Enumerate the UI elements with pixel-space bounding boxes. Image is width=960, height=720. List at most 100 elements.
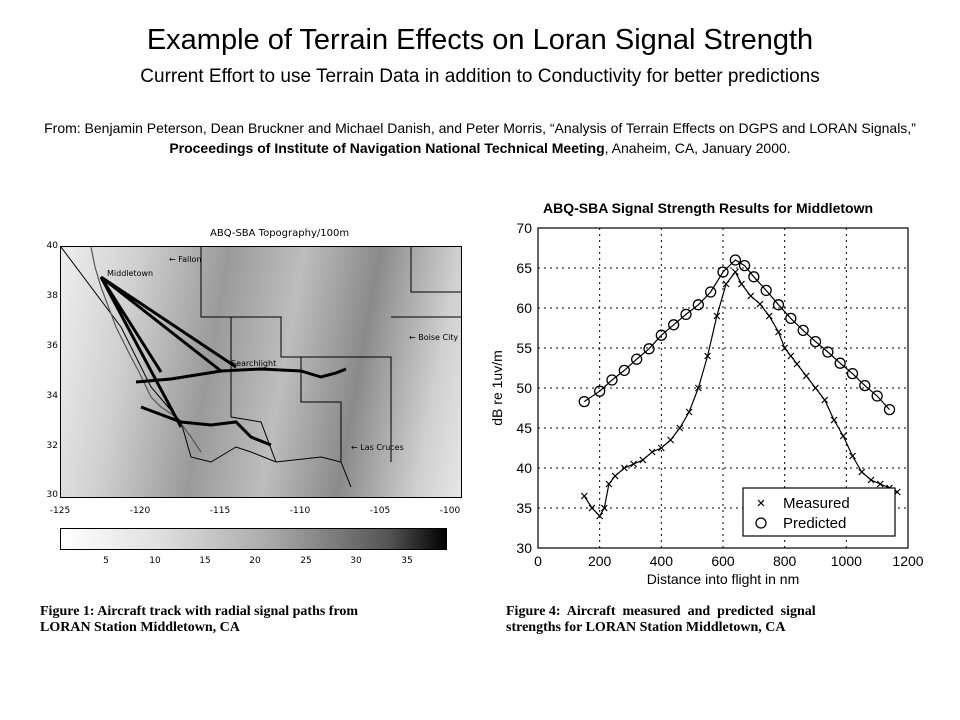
legend-label-predicted: Predicted xyxy=(783,515,846,532)
radial-paths xyxy=(99,275,237,428)
map-xtick: -105 xyxy=(369,506,391,516)
predicted-point xyxy=(594,385,606,397)
predicted-point xyxy=(822,346,834,358)
label-searchlight: Searchlight xyxy=(231,359,277,368)
slide-subtitle: Current Effort to use Terrain Data in ad… xyxy=(140,66,820,87)
legend-label-measured: Measured xyxy=(783,495,850,512)
predicted-point xyxy=(578,395,590,408)
predicted-point xyxy=(668,319,680,331)
map-title: ABQ-SBA Topography/100m xyxy=(210,228,350,239)
citation-suffix: , Anaheim, CA, January 2000. xyxy=(604,140,791,156)
measured-point xyxy=(839,432,847,440)
x-tick-label: 0 xyxy=(534,553,542,569)
map-ytick: 30 xyxy=(46,490,58,500)
predicted-point xyxy=(738,259,751,272)
plot-frame xyxy=(537,227,909,549)
y-axis-label: dB re 1uv/m xyxy=(489,350,505,425)
predicted-point xyxy=(760,284,772,297)
measured-point xyxy=(787,352,795,360)
predicted-point xyxy=(834,357,846,369)
measured-point xyxy=(580,492,588,500)
y-tick-label: 45 xyxy=(516,420,532,436)
colorbar-tick: 15 xyxy=(199,556,211,566)
legend-box xyxy=(742,487,896,537)
map-ytick: 32 xyxy=(46,441,58,451)
measured-point xyxy=(858,468,866,476)
series-predicted xyxy=(578,254,896,416)
x-tick-label: 200 xyxy=(588,553,612,569)
colorbar-tick: 10 xyxy=(149,556,161,566)
x-tick-label: 1000 xyxy=(831,553,862,569)
measured-point xyxy=(588,504,596,512)
measured-point xyxy=(704,352,712,360)
measured-point xyxy=(630,460,638,468)
measured-point xyxy=(775,328,782,336)
chart-legend: Measured Predicted xyxy=(742,487,896,537)
x-tick-label: 600 xyxy=(711,553,735,569)
label-boise-text: Boise City xyxy=(418,333,459,342)
slide-title: Example of Terrain Effects on Loran Sign… xyxy=(146,24,814,56)
y-tick-label: 40 xyxy=(516,460,532,476)
colorbar-tick: 35 xyxy=(401,556,413,566)
label-fallon-text: Fallon xyxy=(178,255,202,264)
measured-point xyxy=(781,344,789,352)
predicted-point xyxy=(748,271,760,283)
figure-4-caption: Figure 4: Aircraft measured and predicte… xyxy=(506,604,906,636)
measured-point xyxy=(876,480,884,488)
predicted-point xyxy=(859,379,871,392)
series-measured xyxy=(580,268,901,520)
y-tick-label: 55 xyxy=(516,340,532,356)
map-ytick: 34 xyxy=(46,391,58,401)
y-tick-label: 70 xyxy=(516,220,532,236)
citation-proceedings: Proceedings of Institute of Navigation N… xyxy=(169,140,605,156)
figure-4-caption-line1: Figure 4: Aircraft measured and predicte… xyxy=(506,604,816,619)
topography-map: ← Fallon Middletown ← Boise City Searchl… xyxy=(60,246,462,498)
label-las-cruces: ← Las Cruces xyxy=(351,443,404,452)
legend-marker-predicted xyxy=(755,517,767,529)
label-middletown: Middletown xyxy=(107,269,154,278)
predicted-point xyxy=(655,329,667,341)
colorbar-tick: 20 xyxy=(249,556,261,566)
measured-point xyxy=(731,268,739,276)
map-ytick: 40 xyxy=(46,241,58,251)
y-tick-label: 65 xyxy=(516,260,532,276)
predicted-point xyxy=(729,254,741,266)
predicted-point xyxy=(717,266,729,278)
map-xtick: -120 xyxy=(129,506,151,516)
x-axis-label: Distance into flight in nm xyxy=(647,571,800,587)
predicted-point xyxy=(643,343,655,355)
figure-4-caption-line2: strengths for LORAN Station Middletown, … xyxy=(506,620,786,635)
chart-title: ABQ-SBA Signal Strength Results for Midd… xyxy=(543,200,873,216)
predicted-line xyxy=(583,259,890,411)
y-tick-label: 30 xyxy=(516,540,532,556)
measured-point xyxy=(793,360,801,368)
colorbar-tick: 30 xyxy=(350,556,362,566)
label-las-cruces-text: Las Cruces xyxy=(360,443,404,452)
measured-point xyxy=(849,452,856,460)
predicted-point xyxy=(631,353,643,365)
citation-prefix: From: Benjamin Peterson, Dean Bruckner a… xyxy=(44,120,916,136)
colorbar-tick: 25 xyxy=(300,556,312,566)
measured-point xyxy=(620,464,628,472)
measured-point xyxy=(722,280,730,288)
y-tick-label: 35 xyxy=(516,500,532,516)
map-xtick: -110 xyxy=(289,506,311,516)
measured-point xyxy=(605,480,613,488)
measured-point xyxy=(867,476,875,484)
label-fallon: ← Fallon xyxy=(169,255,202,264)
y-tick-label: 60 xyxy=(516,300,532,316)
predicted-point xyxy=(772,299,785,311)
measured-point xyxy=(830,416,838,424)
x-tick-label: 400 xyxy=(650,553,674,569)
predicted-point xyxy=(705,286,717,298)
map-overlay xyxy=(61,247,461,488)
predicted-point xyxy=(871,390,883,402)
measured-point xyxy=(676,424,684,432)
coastline xyxy=(90,247,202,453)
chart-ticks: 0 200 400 600 800 1000 1200 30 35 40 45 50 55 60 65 70 xyxy=(516,220,923,569)
measured-point xyxy=(713,312,721,320)
aircraft-track xyxy=(135,367,347,447)
map-ytick: 38 xyxy=(46,291,58,301)
measured-point xyxy=(639,456,647,464)
measured-point xyxy=(657,444,665,452)
